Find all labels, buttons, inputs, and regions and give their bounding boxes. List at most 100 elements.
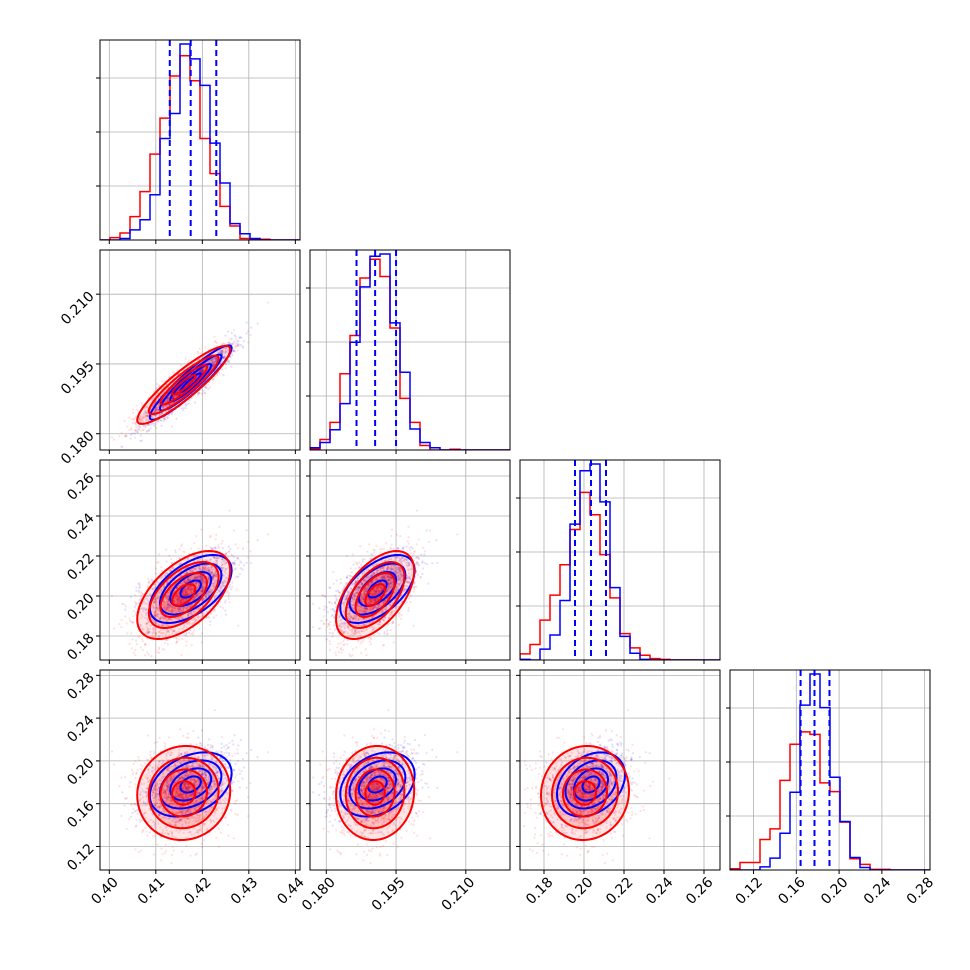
scatter-point-primary: [168, 403, 172, 406]
scatter-point-secondary: [146, 619, 149, 622]
scatter-point-secondary: [178, 607, 181, 611]
scatter-point-secondary: [124, 434, 128, 437]
scatter-point-secondary: [187, 592, 191, 595]
scatter-point-secondary: [143, 643, 146, 646]
scatter-point-secondary: [135, 602, 138, 605]
scatter-point-secondary: [200, 577, 203, 580]
scatter-point-primary: [240, 336, 243, 339]
scatter-point-secondary: [216, 562, 219, 566]
scatter-point-secondary: [196, 573, 199, 577]
grid-1-0: [100, 250, 300, 450]
scatter-point-secondary: [185, 585, 189, 588]
scatter-point-secondary: [177, 393, 180, 396]
scatter-point-primary: [193, 596, 197, 599]
scatter-point-secondary: [214, 559, 218, 562]
scatter-point-primary: [154, 408, 157, 412]
scatter-point-secondary: [210, 565, 214, 568]
scatter-point-secondary: [157, 648, 160, 651]
scatter-point-secondary: [174, 594, 178, 598]
scatter-point-primary: [184, 634, 188, 637]
scatter-point-primary: [199, 369, 202, 372]
scatter-point-secondary: [162, 623, 165, 626]
scatter-point-secondary: [181, 574, 184, 577]
scatter-point-secondary: [141, 419, 144, 422]
scatter-point-secondary: [184, 592, 187, 595]
scatter-point-primary: [192, 576, 196, 579]
scatter-point-primary: [147, 419, 150, 422]
scatter-point-secondary: [153, 583, 157, 586]
scatter-point-secondary: [187, 613, 190, 616]
scatter-point-primary: [178, 608, 181, 611]
scatter-point-secondary: [181, 598, 184, 601]
scatter-point-secondary: [181, 591, 184, 594]
scatter-point-secondary: [203, 566, 206, 569]
scatter-point-primary: [177, 389, 180, 392]
scatter-point-secondary: [218, 351, 221, 354]
scatter-point-secondary: [194, 576, 197, 579]
scatter-point-primary: [210, 571, 213, 574]
scatter-point-secondary: [145, 405, 149, 408]
scatter-point-primary: [230, 337, 233, 340]
scatter-point-primary: [211, 365, 215, 368]
scatter-point-primary: [187, 402, 190, 405]
scatter-point-primary: [184, 588, 187, 591]
scatter-point-primary: [237, 575, 240, 578]
scatter-point-secondary: [228, 342, 231, 345]
scatter-point-primary: [154, 598, 157, 601]
scatter-point-secondary: [212, 362, 215, 365]
scatter-point-primary: [203, 391, 206, 395]
scatter-point-secondary: [169, 604, 172, 608]
contour-line-secondary: [136, 344, 232, 425]
scatter-point-primary: [210, 572, 213, 575]
scatter-point-primary: [219, 350, 222, 353]
scatter-point-primary: [211, 358, 214, 361]
scatter-point-primary: [206, 591, 209, 594]
scatter-point-primary: [183, 624, 186, 627]
scatter-point-secondary: [212, 586, 216, 589]
scatter-point-secondary: [147, 620, 150, 623]
scatter-point-secondary: [204, 596, 207, 599]
scatter-point-secondary: [157, 403, 161, 406]
scatter-point-primary: [159, 419, 163, 422]
scatter-point-secondary: [192, 617, 195, 621]
scatter-point-secondary: [224, 572, 227, 575]
scatter-point-secondary: [153, 410, 156, 414]
scatter-point-primary: [211, 361, 214, 364]
scatter-point-secondary: [175, 610, 178, 614]
scatter-point-primary: [197, 575, 200, 579]
scatter-point-primary: [229, 342, 232, 345]
scatter-point-secondary: [220, 558, 224, 561]
scatter-point-secondary: [165, 596, 168, 599]
scatter-point-primary: [181, 597, 184, 601]
scatter-point-secondary: [120, 431, 123, 435]
scatter-point-secondary: [205, 361, 208, 364]
scatter-point-primary: [214, 360, 217, 364]
scatter-point-secondary: [159, 577, 162, 580]
scatter-point-primary: [175, 598, 178, 602]
scatter-point-secondary: [154, 408, 158, 411]
scatter-point-secondary: [143, 416, 146, 419]
scatter-point-primary: [155, 414, 158, 417]
scatter-point-primary: [245, 321, 248, 324]
scatter-point-secondary: [160, 566, 163, 569]
scatter-point-primary: [220, 351, 223, 354]
scatter-point-primary: [162, 606, 165, 609]
scatter-point-secondary: [158, 617, 161, 620]
scatter-point-primary: [185, 587, 188, 590]
scatter-point-secondary: [134, 422, 137, 425]
scatter-point-primary: [167, 595, 170, 598]
scatter-point-secondary: [184, 406, 187, 410]
scatter-point-primary: [215, 356, 218, 360]
scatter-point-primary: [139, 434, 143, 437]
scatter-point-secondary: [140, 401, 143, 405]
scatter-point-secondary: [213, 574, 216, 578]
scatter-point-primary: [231, 581, 234, 584]
scatter-point-primary: [207, 365, 210, 368]
scatter-point-secondary: [123, 603, 126, 606]
scatter-point-secondary: [187, 666, 189, 668]
scatter-point-secondary: [174, 611, 178, 614]
scatter-point-secondary: [176, 602, 179, 605]
scatter-point-secondary: [170, 610, 173, 613]
scatter-point-primary: [199, 568, 202, 572]
scatter-point-secondary: [201, 579, 204, 582]
